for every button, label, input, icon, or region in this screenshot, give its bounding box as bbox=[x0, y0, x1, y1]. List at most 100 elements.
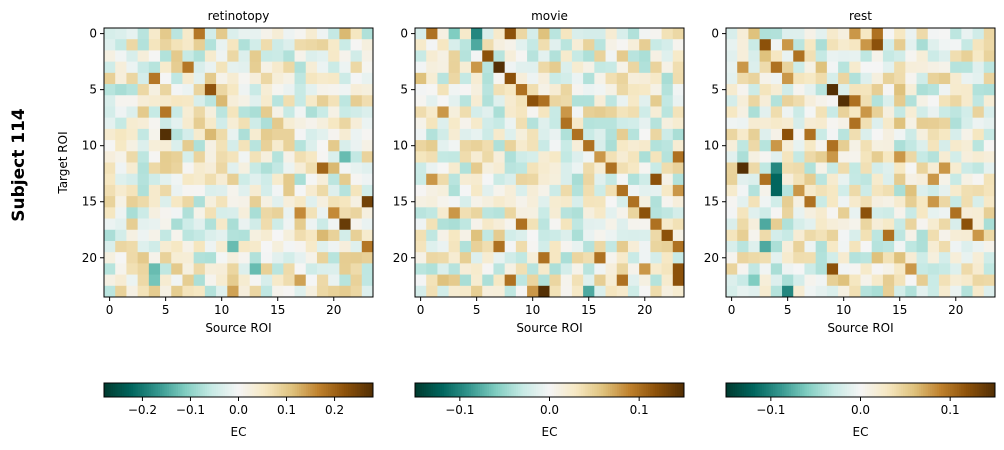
heatmap-cell bbox=[126, 72, 139, 85]
colorbar-segment bbox=[475, 383, 479, 397]
heatmap-cell bbox=[826, 84, 839, 96]
colorbar-segment bbox=[142, 383, 145, 397]
heatmap-cell bbox=[493, 106, 506, 119]
colorbar-segment bbox=[856, 383, 859, 397]
heatmap-cell bbox=[838, 274, 850, 287]
heatmap-cell bbox=[916, 72, 929, 85]
heatmap-cell bbox=[770, 196, 783, 208]
heatmap-cell bbox=[193, 274, 206, 287]
heatmap-cell bbox=[748, 173, 761, 186]
heatmap-cell bbox=[294, 252, 307, 264]
heatmap-cell bbox=[849, 218, 861, 231]
colorbar-segment bbox=[672, 383, 676, 397]
heatmap-cell bbox=[437, 240, 450, 253]
heatmap-cell bbox=[905, 72, 917, 85]
heatmap-cell bbox=[426, 184, 438, 197]
heatmap-cell bbox=[104, 184, 116, 197]
colorbar-segment bbox=[679, 383, 683, 397]
heatmap-cell bbox=[950, 218, 962, 231]
heatmap-cell bbox=[748, 140, 761, 152]
heatmap-cell bbox=[737, 184, 749, 197]
heatmap-cell bbox=[126, 218, 139, 231]
heatmap-cell bbox=[171, 128, 183, 141]
heatmap-cell bbox=[950, 61, 962, 74]
colorbar-segment bbox=[594, 383, 597, 397]
heatmap-cell bbox=[916, 207, 929, 219]
heatmap-cell bbox=[283, 252, 295, 264]
colorbar-segment bbox=[929, 383, 933, 397]
heatmap-cell bbox=[216, 162, 228, 175]
heatmap-cell bbox=[737, 252, 749, 264]
heatmap-cell bbox=[894, 173, 906, 186]
heatmap-cell bbox=[459, 50, 472, 63]
heatmap-cell bbox=[748, 95, 761, 107]
heatmap-cell bbox=[583, 50, 595, 63]
colorbar-segment bbox=[571, 383, 575, 397]
heatmap-cell bbox=[126, 84, 139, 96]
heatmap-cell bbox=[305, 39, 318, 51]
heatmap-cell bbox=[350, 117, 363, 130]
heatmap-cell bbox=[294, 218, 307, 231]
heatmap-cell bbox=[471, 39, 483, 51]
heatmap-cell bbox=[160, 128, 172, 141]
colorbar-segment bbox=[645, 383, 649, 397]
heatmap-cell bbox=[594, 162, 606, 175]
heatmap-cell bbox=[571, 128, 584, 141]
colorbar-segment bbox=[992, 383, 996, 397]
heatmap-cell bbox=[260, 218, 273, 231]
heatmap-cell bbox=[782, 263, 794, 275]
colorbar-segment bbox=[220, 383, 224, 397]
heatmap-cell bbox=[193, 95, 206, 107]
heatmap-cell bbox=[216, 196, 228, 208]
heatmap-cell bbox=[793, 140, 805, 152]
heatmap-cell bbox=[826, 50, 839, 63]
heatmap-cell bbox=[350, 106, 363, 119]
x-tick-label: 20 bbox=[637, 303, 652, 317]
heatmap-cell bbox=[583, 162, 595, 175]
colorbar-segment bbox=[770, 383, 774, 397]
heatmap-cell bbox=[160, 140, 172, 152]
heatmap-cell bbox=[748, 128, 761, 141]
heatmap-cell bbox=[793, 117, 805, 130]
heatmap-cell bbox=[894, 72, 906, 85]
heatmap-cell bbox=[272, 218, 284, 231]
heatmap-cell bbox=[283, 50, 295, 63]
heatmap-cell bbox=[804, 240, 817, 253]
colorbar-segment bbox=[370, 383, 374, 397]
heatmap-cell bbox=[927, 50, 940, 63]
heatmap-cell bbox=[793, 240, 805, 253]
heatmap-cell bbox=[616, 263, 629, 275]
heatmap-cell bbox=[471, 61, 483, 74]
heatmap-cell bbox=[515, 285, 528, 298]
heatmap-cell bbox=[737, 39, 749, 51]
heatmap-cell bbox=[849, 28, 861, 40]
heatmap-cell bbox=[605, 140, 618, 152]
heatmap-cell bbox=[838, 218, 850, 231]
heatmap-cell bbox=[249, 84, 262, 96]
heatmap-cell bbox=[759, 128, 772, 141]
heatmap-cell bbox=[916, 263, 929, 275]
colorbar-segment bbox=[229, 383, 233, 397]
heatmap-cell bbox=[972, 218, 985, 231]
heatmap-cell bbox=[137, 117, 150, 130]
colorbar-segment bbox=[207, 383, 210, 397]
colorbar-segment bbox=[777, 383, 781, 397]
heatmap-cell bbox=[238, 128, 251, 141]
colorbar-tick-label: 0.2 bbox=[325, 403, 344, 417]
heatmap-cell bbox=[627, 72, 640, 85]
heatmap-cell bbox=[804, 196, 817, 208]
heatmap-cell bbox=[583, 229, 595, 242]
heatmap-cell bbox=[126, 229, 139, 242]
heatmap-cell bbox=[148, 184, 161, 197]
heatmap-cell bbox=[916, 173, 929, 186]
y-tick-label: 10 bbox=[704, 139, 719, 153]
heatmap-cell bbox=[459, 252, 472, 264]
colorbar-segment bbox=[610, 383, 613, 397]
heatmap-cell bbox=[927, 151, 940, 163]
colorbar-segment bbox=[112, 383, 116, 397]
heatmap-cell bbox=[860, 240, 873, 253]
heatmap-cell bbox=[860, 39, 873, 51]
heatmap-cell bbox=[961, 50, 973, 63]
heatmap-cell bbox=[927, 162, 940, 175]
heatmap-cell bbox=[627, 50, 640, 63]
